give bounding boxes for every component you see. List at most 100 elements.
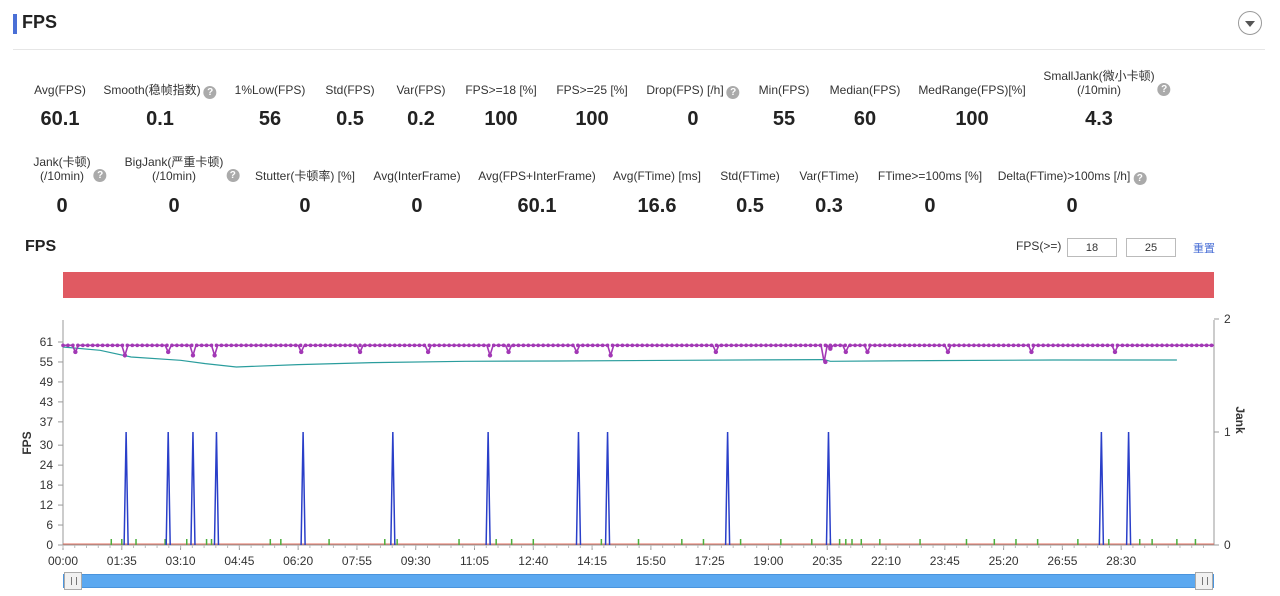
x-tick-label: 22:10 <box>871 554 901 568</box>
stat-label: MedRange(FPS)[%] <box>918 83 1025 97</box>
fps-point <box>511 343 516 348</box>
fps-point <box>610 343 615 348</box>
stat-smalljank: SmallJank(微小卡顿) (/10min)? 4.3 <box>1043 69 1171 130</box>
x-tick-label: 04:45 <box>224 554 254 568</box>
fps-point <box>392 343 397 348</box>
stat-value: 0 <box>411 195 423 217</box>
fps-point <box>576 343 580 348</box>
slider-handle-right[interactable] <box>1195 572 1213 590</box>
fps-point <box>684 343 689 348</box>
stat-value: 60.1 <box>40 108 80 130</box>
fps-threshold-input-2[interactable] <box>1126 238 1176 257</box>
y-tick-label: 18 <box>40 478 54 492</box>
fps-point <box>348 343 352 348</box>
fps-point <box>793 343 798 348</box>
stat-label-text: MedRange(FPS)[%] <box>918 83 1026 97</box>
fps-point <box>496 343 501 348</box>
x-tick-label: 00:00 <box>48 554 78 568</box>
fps-point <box>66 343 70 348</box>
stat-medrange-fps: MedRange(FPS)[%] 100 <box>918 83 1025 143</box>
fps-point <box>189 343 194 348</box>
fps-point <box>907 343 912 348</box>
fps-point <box>442 343 446 348</box>
help-question-icon[interactable]: ? <box>726 86 740 99</box>
stat-value: 0.1 <box>146 108 174 130</box>
stat-value: 100 <box>484 108 518 130</box>
fps-point <box>709 343 714 348</box>
fps-point <box>724 343 729 348</box>
stat-label: Var(FTime) <box>799 169 858 183</box>
stat-value: 0 <box>924 195 936 217</box>
fps-point <box>110 343 115 348</box>
stat-1-low-fps: 1%Low(FPS) 56 <box>235 83 306 143</box>
stat-label-text: Median(FPS) <box>829 83 901 97</box>
fps-point <box>432 343 437 348</box>
stat-value: 100 <box>955 108 989 130</box>
fps-point <box>878 343 882 348</box>
fps-point <box>670 343 674 348</box>
fps-point <box>823 343 828 348</box>
stat-label-text: Std(FTime) <box>720 169 780 183</box>
stat-label-unit: (/10min)? <box>1043 83 1171 97</box>
help-question-icon[interactable]: ? <box>1133 172 1147 185</box>
fps-point <box>635 343 640 348</box>
fps-point <box>170 343 174 348</box>
fps-point <box>595 343 600 348</box>
stat-median-fps: Median(FPS) 60 <box>830 83 901 143</box>
fps-point <box>249 343 253 348</box>
fps-point <box>288 343 293 348</box>
fps-point <box>467 343 471 348</box>
fps-point <box>1076 343 1080 348</box>
y-tick-label: 37 <box>40 415 54 429</box>
fps-point <box>1051 343 1055 348</box>
fps-point <box>1199 343 1204 348</box>
fps-point <box>1175 343 1179 348</box>
fps-point <box>279 343 283 348</box>
help-question-icon[interactable]: ? <box>203 86 217 99</box>
stat-value: 0.5 <box>736 195 764 217</box>
help-question-icon[interactable]: ? <box>1157 83 1171 96</box>
fps-point <box>427 343 432 348</box>
fps-point <box>1095 343 1100 348</box>
help-question-icon[interactable]: ? <box>226 169 240 182</box>
fps-dip-point <box>506 349 511 355</box>
time-range-slider[interactable] <box>63 574 1214 588</box>
fps-point <box>368 343 372 348</box>
collapse-chevron-down-icon[interactable] <box>1238 11 1262 35</box>
fps-point <box>561 343 565 348</box>
fps-point <box>655 343 659 348</box>
stat-avg-interframe: Avg(InterFrame) 0 <box>373 169 460 229</box>
x-tick-label: 17:25 <box>695 554 725 568</box>
jank-spike <box>190 431 196 546</box>
x-tick-label: 25:20 <box>989 554 1019 568</box>
fps-point <box>788 343 793 348</box>
fps-point <box>779 343 783 348</box>
fps-point <box>699 343 704 348</box>
fps-point <box>937 343 942 348</box>
fps-point <box>353 343 357 348</box>
fps-point <box>477 343 481 348</box>
fps-point <box>125 343 130 348</box>
stat-avg-fps-interframe: Avg(FPS+InterFrame) 60.1 <box>478 169 595 229</box>
fps-point <box>462 343 466 348</box>
stat-value: 55 <box>772 108 796 130</box>
y-tick-label: 61 <box>40 335 54 349</box>
fps-point <box>902 343 907 348</box>
fps-point <box>1066 343 1070 348</box>
fps-dip-point <box>487 353 493 358</box>
fps-dip-point <box>945 349 951 355</box>
fps-point <box>551 343 555 348</box>
fps-point <box>828 343 833 348</box>
fps-point <box>105 343 110 348</box>
stat-value: 0 <box>56 195 68 217</box>
help-question-icon[interactable]: ? <box>93 169 107 182</box>
fps-point <box>1155 343 1159 348</box>
y-tick-label: 55 <box>40 355 54 369</box>
stat-smooth: Smooth(稳帧指数)? 0.1 <box>103 83 217 143</box>
stat-drop-fps-h: Drop(FPS) [/h]? 0 <box>646 83 740 143</box>
fps-point <box>234 343 239 348</box>
fps-threshold-input-1[interactable] <box>1067 238 1117 257</box>
reset-button[interactable]: 重置 <box>1193 243 1215 255</box>
fps-point <box>739 343 744 348</box>
slider-handle-left[interactable] <box>64 572 82 590</box>
